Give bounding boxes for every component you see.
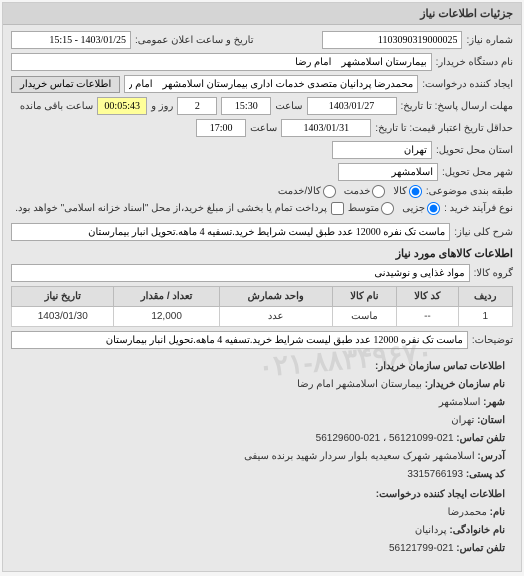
table-header: تاریخ نیاز bbox=[12, 287, 114, 307]
row-number: شماره نیاز: تاریخ و ساعت اعلان عمومی: bbox=[11, 31, 513, 49]
deadline-label: مهلت ارسال پاسخ: تا تاریخ: bbox=[401, 101, 513, 112]
table-cell: 12,000 bbox=[114, 307, 219, 327]
announce-label: تاریخ و ساعت اعلان عمومی: bbox=[135, 35, 254, 46]
buyer-label: نام دستگاه خریدار: bbox=[436, 57, 513, 68]
remaining-time bbox=[97, 97, 147, 115]
number-input[interactable] bbox=[322, 31, 462, 49]
validity-label: حداقل تاریخ اعتبار قیمت: تا تاریخ: bbox=[375, 123, 513, 134]
row-requester: ایجاد کننده درخواست: اطلاعات تماس خریدار bbox=[11, 75, 513, 93]
budget-radio-group: کالا خدمت کالا/خدمت bbox=[278, 185, 422, 198]
contact-section: اطلاعات تماس سازمان خریدار: نام سازمان خ… bbox=[11, 353, 513, 565]
explanation-label: توضیحات: bbox=[472, 335, 513, 346]
address-value: اسلامشهر شهرک سعیدیه بلوار سردار شهید بر… bbox=[244, 451, 475, 462]
city-label: شهر محل تحویل: bbox=[442, 167, 513, 178]
days-label: روز و bbox=[151, 101, 173, 112]
form-body: شماره نیاز: تاریخ و ساعت اعلان عمومی: نا… bbox=[3, 25, 521, 571]
announce-input[interactable] bbox=[11, 31, 131, 49]
table-header: نام کالا bbox=[332, 287, 397, 307]
province-label: استان محل تحویل: bbox=[436, 145, 513, 156]
phone-value: 021-56121099 ، 021-56129600 bbox=[316, 433, 454, 444]
process-checkbox[interactable]: پرداخت تمام یا بخشی از مبلغ خرید،از محل … bbox=[15, 202, 344, 215]
table-header: کد کالا bbox=[397, 287, 458, 307]
contact-province-label: استان: bbox=[477, 415, 505, 426]
row-explanation: توضیحات: bbox=[11, 331, 513, 349]
row-goods-group: گروه کالا: bbox=[11, 264, 513, 282]
budget-radio-3[interactable]: کالا/خدمت bbox=[278, 185, 336, 198]
budget-radio-1[interactable]: کالا bbox=[393, 185, 422, 198]
desc-label: شرح کلی نیاز: bbox=[454, 227, 513, 238]
address-label: آدرس: bbox=[477, 451, 505, 462]
goods-title: اطلاعات کالاهای مورد نیاز bbox=[11, 247, 513, 260]
requester-label: ایجاد کننده درخواست: bbox=[422, 79, 513, 90]
contact-city: اسلامشهر bbox=[439, 397, 481, 408]
row-city: شهر محل تحویل: bbox=[11, 163, 513, 181]
org-label: نام سازمان خریدار: bbox=[425, 379, 505, 390]
budget-radio-2[interactable]: خدمت bbox=[344, 185, 386, 198]
deadline-time[interactable] bbox=[221, 97, 271, 115]
validity-time[interactable] bbox=[196, 119, 246, 137]
deadline-date[interactable] bbox=[307, 97, 397, 115]
table-header: واحد شمارش bbox=[219, 287, 332, 307]
process-radio-group: جزیی متوسط bbox=[348, 202, 440, 215]
table-cell: -- bbox=[397, 307, 458, 327]
name-value: محمدرضا bbox=[448, 507, 487, 518]
table-cell: 1 bbox=[458, 307, 512, 327]
table-body: 1--ماستعدد12,0001403/01/30 bbox=[12, 307, 513, 327]
row-buyer: نام دستگاه خریدار: bbox=[11, 53, 513, 71]
explanation-input[interactable] bbox=[11, 331, 468, 349]
family-value: پردانیان bbox=[415, 525, 447, 536]
postal-value: 3315766193 bbox=[407, 469, 463, 480]
details-panel: جزئیات اطلاعات نیاز شماره نیاز: تاریخ و … bbox=[2, 2, 522, 572]
validity-date[interactable] bbox=[281, 119, 371, 137]
process-radio-2[interactable]: متوسط bbox=[348, 202, 394, 215]
process-label: نوع فرآیند خرید : bbox=[444, 203, 513, 214]
row-process-type: نوع فرآیند خرید : جزیی متوسط پرداخت تمام… bbox=[11, 202, 513, 215]
table-head: ردیفکد کالانام کالاواحد شمارشتعداد / مقد… bbox=[12, 287, 513, 307]
contact-title: اطلاعات تماس سازمان خریدار: bbox=[19, 359, 505, 375]
contact-button[interactable]: اطلاعات تماس خریدار bbox=[11, 76, 120, 93]
table-cell: 1403/01/30 bbox=[12, 307, 114, 327]
city-input[interactable] bbox=[338, 163, 438, 181]
creator-phone-value: 021-56121799 bbox=[389, 543, 454, 554]
time-label-1: ساعت bbox=[275, 101, 302, 112]
budget-label: طبقه بندی موضوعی: bbox=[426, 186, 513, 197]
family-label: نام خانوادگی: bbox=[449, 525, 505, 536]
row-deadline: مهلت ارسال پاسخ: تا تاریخ: ساعت روز و سا… bbox=[11, 97, 513, 115]
process-radio-1[interactable]: جزیی bbox=[402, 202, 440, 215]
creator-phone-label: تلفن تماس: bbox=[456, 543, 505, 554]
row-budget-type: طبقه بندی موضوعی: کالا خدمت کالا/خدمت bbox=[11, 185, 513, 198]
days-input[interactable] bbox=[177, 97, 217, 115]
goods-group-label: گروه کالا: bbox=[474, 268, 513, 279]
remaining-label: ساعت باقی مانده bbox=[20, 101, 93, 112]
buyer-input[interactable] bbox=[11, 53, 432, 71]
province-input[interactable] bbox=[332, 141, 432, 159]
number-label: شماره نیاز: bbox=[466, 35, 513, 46]
table-header: ردیف bbox=[458, 287, 512, 307]
panel-header: جزئیات اطلاعات نیاز bbox=[3, 3, 521, 25]
name-label: نام: bbox=[490, 507, 505, 518]
row-validity: حداقل تاریخ اعتبار قیمت: تا تاریخ: ساعت bbox=[11, 119, 513, 137]
table-cell: عدد bbox=[219, 307, 332, 327]
row-desc: شرح کلی نیاز: bbox=[11, 223, 513, 241]
goods-table: ردیفکد کالانام کالاواحد شمارشتعداد / مقد… bbox=[11, 286, 513, 327]
time-label-2: ساعت bbox=[250, 123, 277, 134]
table-cell: ماست bbox=[332, 307, 397, 327]
postal-label: کد پستی: bbox=[466, 469, 505, 480]
row-province: استان محل تحویل: bbox=[11, 141, 513, 159]
phone-label: تلفن تماس: bbox=[456, 433, 505, 444]
table-header: تعداد / مقدار bbox=[114, 287, 219, 307]
requester-input[interactable] bbox=[124, 75, 418, 93]
desc-input[interactable] bbox=[11, 223, 450, 241]
org-value: بیمارستان اسلامشهر امام رضا bbox=[297, 379, 422, 390]
creator-title: اطلاعات ایجاد کننده درخواست: bbox=[19, 487, 505, 503]
contact-province: تهران bbox=[451, 415, 474, 426]
table-row[interactable]: 1--ماستعدد12,0001403/01/30 bbox=[12, 307, 513, 327]
contact-city-label: شهر: bbox=[483, 397, 505, 408]
goods-group-input[interactable] bbox=[11, 264, 470, 282]
